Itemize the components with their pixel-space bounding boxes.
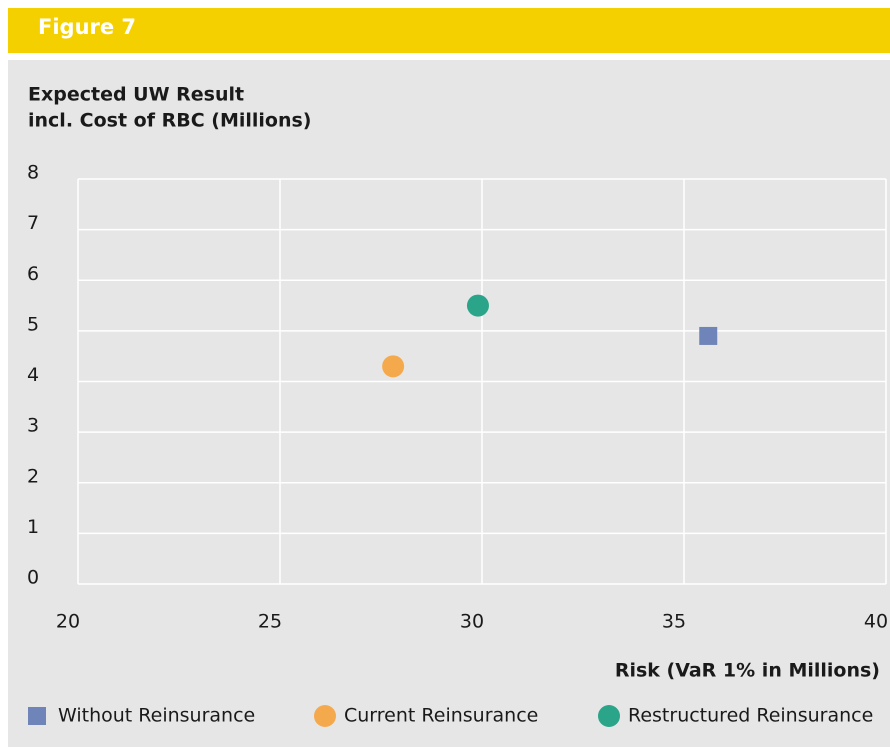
legend-label: Without Reinsurance (58, 705, 255, 727)
y-axis-title: incl. Cost of RBC (Millions) (28, 110, 311, 132)
x-tick-label: 20 (56, 611, 80, 633)
x-tick-label: 30 (460, 611, 484, 633)
x-tick-label: 35 (662, 611, 686, 633)
point (466, 294, 489, 317)
y-tick-label: 5 (27, 313, 39, 335)
legend-marker (314, 705, 336, 727)
legend-label: Restructured Reinsurance (628, 705, 873, 727)
y-tick-label: 2 (27, 465, 39, 487)
panel (8, 60, 890, 747)
y-axis-title: Expected UW Result (28, 84, 244, 106)
x-tick-label: 40 (864, 611, 888, 633)
y-tick-label: 7 (27, 212, 39, 234)
x-axis-title: Risk (VaR 1% in Millions) (615, 660, 880, 682)
legend-marker (598, 705, 620, 727)
y-tick-label: 8 (27, 162, 39, 184)
y-tick-label: 1 (27, 516, 39, 538)
header-bar (8, 8, 890, 53)
x-tick-label: 25 (258, 611, 282, 633)
point (382, 355, 405, 378)
y-tick-label: 0 (27, 567, 39, 589)
point (699, 326, 718, 345)
legend-label: Current Reinsurance (344, 705, 538, 727)
legend-marker (28, 707, 46, 725)
y-tick-label: 3 (27, 415, 39, 437)
chart-title: Figure 7 (38, 15, 136, 39)
y-tick-label: 6 (27, 263, 39, 285)
y-tick-label: 4 (27, 364, 39, 386)
